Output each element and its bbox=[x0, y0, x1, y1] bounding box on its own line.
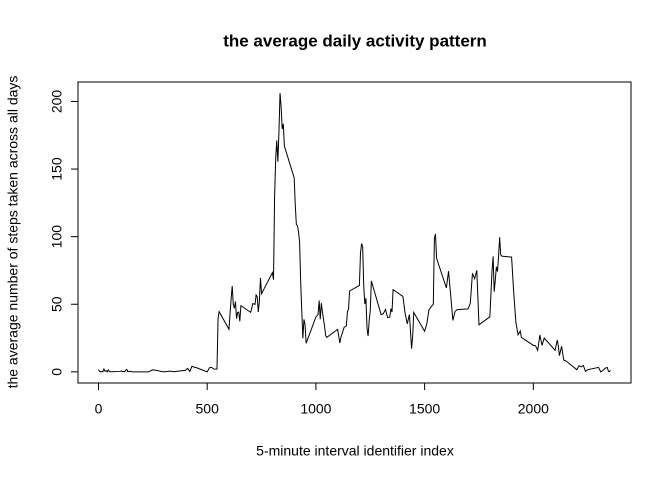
x-tick-label: 500 bbox=[196, 401, 220, 417]
y-tick-label: 150 bbox=[49, 157, 65, 181]
x-tick-label: 1000 bbox=[300, 401, 331, 417]
data-line bbox=[98, 93, 611, 373]
y-tick-label: 50 bbox=[49, 296, 65, 312]
x-tick-label: 0 bbox=[95, 401, 103, 417]
y-tick-label: 100 bbox=[49, 225, 65, 249]
x-axis-label: 5-minute interval identifier index bbox=[256, 443, 454, 459]
x-tick-label: 1500 bbox=[409, 401, 440, 417]
plot-box bbox=[77, 81, 632, 384]
y-axis-label: the average number of steps taken across… bbox=[5, 76, 21, 389]
y-tick-label: 0 bbox=[49, 368, 65, 376]
y-tick-label: 200 bbox=[49, 90, 65, 114]
chart-title: the average daily activity pattern bbox=[223, 31, 487, 50]
x-tick-label: 2000 bbox=[518, 401, 549, 417]
